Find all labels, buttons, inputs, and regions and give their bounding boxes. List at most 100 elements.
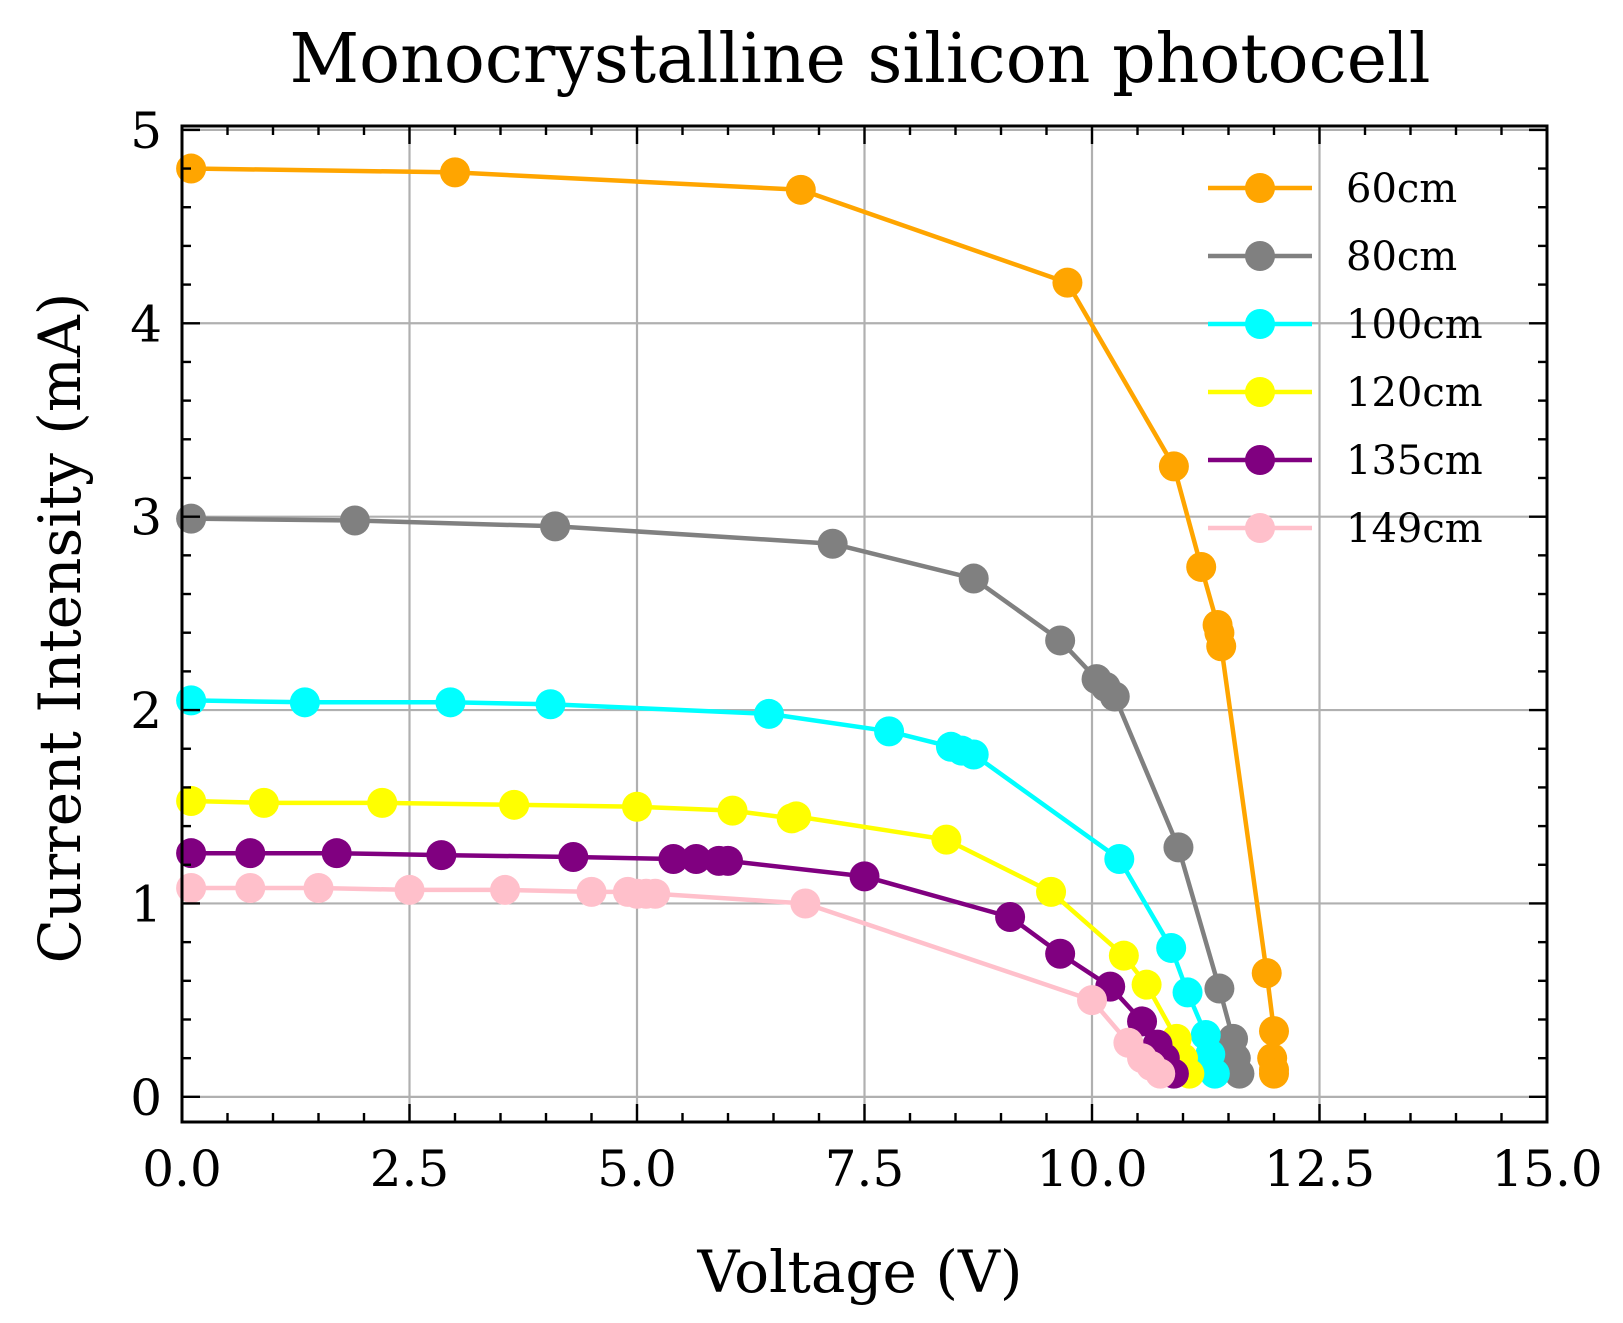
- data-point-149cm-9: [640, 878, 671, 909]
- data-point-60cm-8: [1206, 631, 1237, 662]
- data-point-149cm-3: [394, 874, 425, 905]
- x-tick-label: 12.5: [1264, 1140, 1375, 1198]
- series-135cm: [176, 838, 1189, 1089]
- legend-label: 135cm: [1346, 438, 1483, 484]
- data-point-80cm-8: [1099, 681, 1130, 712]
- legend-item-149cm: 149cm: [1208, 506, 1483, 552]
- y-tick-label: 3: [130, 489, 162, 547]
- data-point-135cm-5: [658, 843, 689, 874]
- data-point-60cm-1: [440, 157, 470, 188]
- legend: 60cm 80cm 100cm 120cm 135cm 149cm: [1208, 166, 1483, 552]
- legend-item-100cm: 100cm: [1208, 302, 1483, 348]
- data-point-135cm-11: [1045, 938, 1076, 969]
- y-tick-label: 5: [130, 102, 162, 160]
- legend-item-120cm: 120cm: [1208, 370, 1483, 416]
- data-point-135cm-1: [235, 838, 266, 869]
- chart-title: Monocrystalline silicon photocell: [290, 20, 1431, 99]
- data-point-80cm-2: [540, 511, 571, 542]
- data-point-100cm-9: [1104, 843, 1135, 874]
- legend-marker: [1245, 241, 1275, 271]
- data-point-135cm-9: [849, 861, 880, 892]
- data-point-135cm-6: [681, 843, 712, 874]
- series-80cm: [176, 503, 1255, 1089]
- data-point-149cm-5: [576, 876, 607, 907]
- data-point-149cm-1: [235, 872, 266, 903]
- data-point-80cm-5: [1045, 625, 1076, 656]
- data-point-100cm-11: [1172, 977, 1203, 1008]
- legend-label: 80cm: [1346, 234, 1457, 280]
- data-point-60cm-4: [1158, 451, 1189, 482]
- legend-item-60cm: 60cm: [1208, 166, 1457, 212]
- x-tick-label: 5.0: [597, 1140, 677, 1198]
- data-point-100cm-10: [1156, 932, 1187, 963]
- legend-marker: [1245, 309, 1275, 339]
- legend-label: 120cm: [1346, 370, 1483, 416]
- legend-marker: [1245, 377, 1275, 407]
- legend-label: 60cm: [1346, 166, 1457, 212]
- y-tick-label: 0: [130, 1069, 162, 1127]
- data-point-100cm-1: [289, 687, 320, 718]
- legend-item-135cm: 135cm: [1208, 438, 1483, 484]
- legend-label: 149cm: [1346, 506, 1483, 552]
- data-point-120cm-9: [1036, 876, 1067, 907]
- data-point-60cm-3: [1052, 267, 1083, 298]
- series-100cm: [176, 685, 1230, 1089]
- data-point-120cm-8: [931, 824, 962, 855]
- x-tick-label: 7.5: [825, 1140, 905, 1198]
- grid: [182, 126, 1547, 1122]
- data-point-135cm-4: [558, 842, 589, 873]
- data-point-100cm-3: [535, 689, 566, 720]
- data-point-135cm-0: [176, 838, 207, 869]
- y-tick-label: 1: [130, 875, 162, 933]
- data-point-60cm-2: [785, 174, 816, 205]
- data-point-149cm-4: [490, 874, 521, 905]
- data-point-80cm-10: [1204, 973, 1235, 1004]
- y-tick-label: 2: [130, 682, 162, 740]
- x-axis-label: Voltage (V): [697, 1238, 1023, 1306]
- data-point-100cm-5: [874, 716, 905, 747]
- data-point-60cm-0: [176, 153, 207, 184]
- legend-marker: [1245, 173, 1275, 203]
- data-point-135cm-13: [1127, 1006, 1158, 1037]
- x-tick-label: 0.0: [142, 1140, 222, 1198]
- series-149cm: [176, 872, 1176, 1089]
- series-60cm: [176, 153, 1289, 1089]
- data-point-100cm-2: [435, 687, 466, 718]
- data-point-60cm-5: [1186, 551, 1217, 582]
- data-point-80cm-4: [958, 563, 989, 594]
- data-point-60cm-9: [1251, 958, 1282, 989]
- data-point-100cm-14: [1199, 1058, 1230, 1089]
- x-tick-label: 2.5: [370, 1140, 450, 1198]
- data-point-100cm-0: [176, 685, 207, 716]
- legend-label: 100cm: [1346, 302, 1483, 348]
- data-point-135cm-2: [321, 838, 352, 869]
- data-point-120cm-10: [1108, 940, 1139, 971]
- tick-labels: 0.0 2.5 5.0 7.5 10.0 12.5 15.0 0 1 2 3 4 5: [130, 102, 1602, 1198]
- data-point-120cm-7: [781, 801, 812, 832]
- data-point-120cm-4: [622, 791, 652, 822]
- data-point-149cm-11: [1077, 985, 1107, 1016]
- data-point-149cm-0: [176, 872, 207, 903]
- y-axis-label: Current Intensity (mA): [26, 293, 94, 964]
- x-tick-label: 15.0: [1491, 1140, 1602, 1198]
- data-point-120cm-5: [717, 795, 748, 826]
- data-point-120cm-0: [176, 785, 207, 816]
- data-point-120cm-3: [499, 789, 530, 820]
- legend-marker: [1245, 445, 1275, 475]
- data-point-149cm-2: [303, 872, 334, 903]
- data-point-80cm-13: [1224, 1058, 1255, 1089]
- data-point-80cm-1: [339, 505, 370, 536]
- data-point-120cm-11: [1131, 969, 1162, 1000]
- data-point-80cm-9: [1163, 832, 1194, 863]
- data-point-149cm-10: [790, 888, 821, 919]
- data-point-135cm-10: [995, 901, 1026, 932]
- axis-ticks: [180, 126, 1549, 1122]
- series-layer: [176, 153, 1289, 1089]
- series-120cm: [176, 785, 1205, 1089]
- data-point-135cm-3: [426, 840, 457, 871]
- data-point-120cm-1: [248, 787, 279, 818]
- x-tick-label: 10.0: [1036, 1140, 1147, 1198]
- data-point-60cm-13: [1259, 1058, 1289, 1089]
- data-point-60cm-10: [1259, 1016, 1289, 1047]
